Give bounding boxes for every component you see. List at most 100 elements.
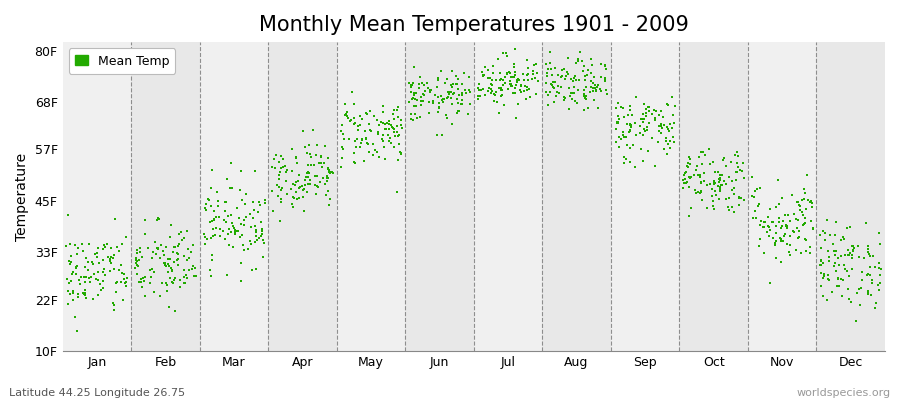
Point [490,76,504,83]
Point [157,252,171,258]
Point [756,224,770,230]
Point [456,70,471,76]
Point [572,58,586,64]
Point [679,169,693,175]
Point [463,89,477,96]
Point [634,116,648,122]
Point [411,81,426,88]
Point [98,244,112,250]
Point [150,244,165,251]
Point [406,117,420,124]
Point [520,77,535,83]
Point [556,94,571,100]
Point [89,254,104,260]
Point [462,74,476,80]
Point [485,87,500,94]
Point [270,182,284,188]
Point [345,88,359,95]
Point [504,80,518,87]
Point [161,256,176,262]
Point [91,269,105,276]
Point [676,184,690,191]
Point [228,231,242,238]
Point [584,78,598,84]
Point [182,267,196,273]
Point [441,94,455,100]
Point [168,244,183,250]
Point [707,169,722,175]
Point [287,195,302,202]
Point [778,223,793,229]
Point [627,119,642,126]
Point [236,241,250,248]
Point [525,75,539,82]
Point [144,274,158,280]
Point [173,284,187,290]
Point [224,160,238,166]
Point [709,192,724,198]
Point [143,267,157,273]
Point [551,71,565,78]
Point [285,146,300,152]
Point [642,108,656,114]
Point [768,240,782,246]
Point [634,116,649,122]
Point [145,266,159,272]
Point [635,158,650,164]
Point [791,202,806,208]
Point [387,126,401,132]
Point [394,151,409,157]
Point [482,74,496,81]
Point [562,106,577,112]
Title: Monthly Mean Temperatures 1901 - 2009: Monthly Mean Temperatures 1901 - 2009 [259,15,688,35]
Point [302,169,316,176]
Point [298,143,312,150]
Point [219,218,233,225]
Point [624,123,638,130]
Point [71,290,86,297]
Point [638,128,652,134]
Point [745,215,760,221]
Point [639,113,653,120]
Point [874,266,888,272]
Point [861,291,876,297]
Point [207,208,221,214]
Point [176,235,191,241]
Point [292,184,307,190]
Point [161,260,176,267]
Point [305,127,320,133]
Point [568,98,582,104]
Point [253,202,267,208]
Point [356,158,371,165]
Point [679,180,693,186]
Point [266,208,280,214]
Point [496,50,510,56]
Point [706,198,720,204]
Point [206,226,220,232]
Point [677,180,691,186]
Point [149,251,164,257]
Point [789,225,804,232]
Point [385,110,400,117]
Point [209,213,223,220]
Point [292,184,307,191]
Point [798,237,813,243]
Point [693,190,707,196]
Bar [337,42,405,351]
Point [230,228,245,234]
Point [483,90,498,96]
Point [266,188,280,195]
Point [437,80,452,86]
Point [662,126,676,132]
Point [71,294,86,300]
Point [199,236,213,242]
Point [219,199,233,205]
Point [838,266,852,272]
Point [285,204,300,210]
Point [413,114,428,120]
Point [63,278,77,284]
Point [780,212,795,218]
Point [372,154,386,160]
Point [452,108,466,115]
Point [353,113,367,120]
